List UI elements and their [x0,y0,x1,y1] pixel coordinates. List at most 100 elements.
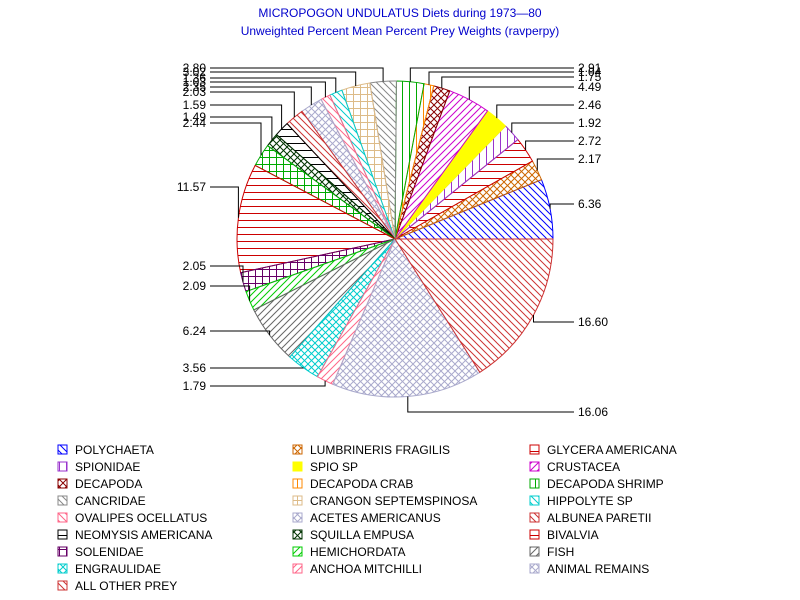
legend-swatch [529,546,540,557]
leader-line-decapoda-crab [428,71,574,85]
legend-swatch [529,512,540,523]
legend-swatch [292,461,303,472]
slice-label-all-other-prey: 16.06 [578,405,608,419]
slice-label-albunea-paretii: 2.03 [183,85,207,99]
chart-title: MICROPOGON UNDULATUS Diets during 1973—8… [258,6,542,20]
leader-line-spio-sp [496,104,574,119]
leader-line-albunea-paretii [210,91,295,118]
legend-label: LUMBRINERIS FRAGILIS [310,443,450,457]
legend-label: ALBUNEA PARETII [547,511,651,525]
legend-item-squilla-empusa: SQUILLA EMPUSA [292,528,414,542]
leader-line-decapoda [441,76,574,89]
leader-line-hippolyte-sp [210,77,337,93]
legend-item-hemichordata: HEMICHORDATA [292,545,406,559]
pie-slice-all-other-prey [332,237,481,398]
slice-label-squilla-empusa: 1.49 [183,110,207,124]
legend-item-glycera-americana: GLYCERA AMERICANA [529,443,677,457]
legend-item-anchoa-mitchilli: ANCHOA MITCHILLI [292,562,422,576]
legend-swatch [292,563,303,574]
slice-label-spionidae: 1.92 [578,116,602,130]
legend-swatch [292,478,303,489]
slice-label-engraulidae: 6.24 [183,324,207,338]
leader-line-cancridae [210,67,384,82]
slice-label-decapoda-shrimp: 2.91 [578,61,602,75]
slice-label-anchoa-mitchilli: 3.56 [183,361,207,375]
legend-label: DECAPODA [75,477,142,491]
slice-label-glycera-americana: 2.72 [578,134,602,148]
leader-line-squilla-empusa [210,116,273,140]
leader-line-polychaeta [549,203,574,209]
legend-label: OVALIPES OCELLATUS [75,511,207,525]
legend-item-decapoda-crab: DECAPODA CRAB [292,477,413,491]
legend-label: NEOMYSIS AMERICANA [75,528,212,542]
slice-label-crangon-septemspinosa: 3.02 [183,65,207,79]
legend-swatch [529,461,540,472]
leader-line-ovalipes-ocellatus [210,81,326,98]
legend-item-acetes-americanus: ACETES AMERICANUS [292,511,441,525]
leader-line-decapoda-shrimp [409,67,574,82]
legend-label: ALL OTHER PREY [75,579,177,593]
legend-item-spionidae: SPIONIDAE [57,460,140,474]
legend-swatch [529,495,540,506]
leader-line-16-60 [533,315,574,323]
leader-line-engraulidae [210,330,271,336]
legend-label: HEMICHORDATA [310,545,406,559]
slice-label-cancridae: 2.80 [183,61,207,75]
leader-line-neomysis-americana [210,104,283,129]
legend-swatch [529,529,540,540]
legend-label: HIPPOLYTE SP [547,494,633,508]
legend-label: DECAPODA SHRIMP [547,477,664,491]
leader-line-fish [210,285,251,301]
legend-swatch [529,478,540,489]
legend-swatch [57,461,68,472]
leader-line-crustacea [468,86,574,100]
legend-item-polychaeta: POLYCHAETA [57,443,154,457]
legend-item-all-other-prey: ALL OTHER PREY [57,579,177,593]
legend-swatch [57,546,68,557]
slice-label-fish: 2.09 [183,279,207,293]
legend-swatch [57,529,68,540]
legend-label: ACETES AMERICANUS [310,511,441,525]
slice-label-polychaeta: 6.36 [578,197,602,211]
slice-label-solenidae: 11.57 [177,180,206,194]
legend-swatch [57,478,68,489]
legend-label: ANCHOA MITCHILLI [310,562,422,576]
legend-swatch [57,512,68,523]
leader-line-lumbrineris-fragilis [536,158,574,171]
legend-swatch [292,444,303,455]
legend-item-crustacea: CRUSTACEA [529,460,620,474]
legend-swatch [292,512,303,523]
leader-line-animal-remains [210,380,326,387]
legend-swatch [292,529,303,540]
legend-label: CRANGON SEPTEMSPINOSA [310,494,477,508]
slice-label-lumbrineris-fragilis: 2.17 [578,152,602,166]
leader-lines [210,67,574,413]
slice-label-decapoda: 1.75 [578,70,602,84]
slice-label-decapoda-crab: 1.04 [578,65,602,79]
legend-label: ENGRAULIDAE [75,562,161,576]
slice-label-hippolyte-sp: 1.36 [183,71,207,85]
legend-label: SPIO SP [310,460,358,474]
legend-item-crangon-septemspinosa: CRANGON SEPTEMSPINOSA [292,494,477,508]
legend-item-albunea-paretii: ALBUNEA PARETII [529,511,651,525]
slice-label-hemichordata: 2.05 [183,259,207,273]
legend-label: SQUILLA EMPUSA [310,528,414,542]
slice-label-neomysis-americana: 1.59 [183,98,207,112]
legend-label: GLYCERA AMERICANA [547,443,677,457]
slice-label-ovalipes-ocellatus: 1.03 [183,75,207,89]
slice-label-bivalvia: 2.44 [183,116,207,130]
legend-swatch [529,444,540,455]
pie-slices [236,80,554,398]
legend-item-decapoda: DECAPODA [57,477,142,491]
leader-line-all-other-prey [407,396,574,413]
legend-item-neomysis-americana: NEOMYSIS AMERICANA [57,528,212,542]
legend-item-bivalvia: BIVALVIA [529,528,599,542]
leader-line-solenidae [210,186,239,218]
slice-label-crustacea: 4.49 [578,80,602,94]
leader-line-glycera-americana [525,140,574,150]
legend-swatch [292,546,303,557]
legend-item-animal-remains: ANIMAL REMAINS [529,562,649,576]
legend-label: BIVALVIA [547,528,599,542]
legend: POLYCHAETA LUMBRINERIS FRAGILIS GLYCERA AM… [57,443,677,593]
leader-line-acetes-americanus [210,86,312,105]
